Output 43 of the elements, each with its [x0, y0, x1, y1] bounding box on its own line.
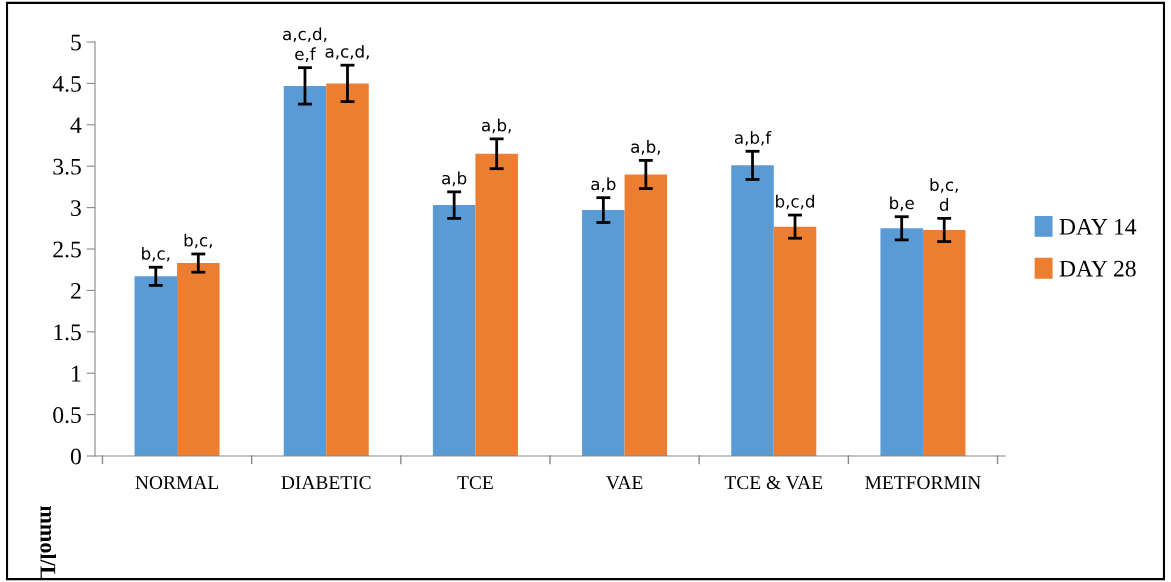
bar: [475, 153, 518, 456]
x-tick-label: TCE & VAE: [724, 476, 823, 490]
annotation: a,b: [591, 177, 616, 192]
annotation: a,b: [442, 171, 467, 187]
bar: [773, 226, 817, 456]
bar: [326, 83, 369, 456]
bar: [624, 174, 668, 456]
x-tick-label: TCE: [457, 476, 493, 490]
y-tick-label: 0.5: [53, 407, 81, 424]
y-tick-label: 3.5: [53, 158, 81, 175]
y-tick-label: 1: [72, 365, 81, 382]
annotation: a,b,f: [734, 131, 772, 146]
annotation: a,c,d,: [325, 44, 369, 60]
bar: [922, 229, 966, 456]
annotation: a,b,: [481, 118, 511, 134]
bar: [134, 276, 178, 456]
y-tick-label: 2: [71, 282, 81, 299]
y-tick-label: 2.5: [53, 241, 81, 258]
bar: [582, 210, 625, 456]
y-tick-label: 4.5: [52, 76, 81, 92]
bar: [880, 228, 923, 456]
y-axis-title: mmol/L: [40, 505, 56, 580]
bar: [731, 165, 774, 456]
x-tick-label: METFORMIN: [865, 476, 981, 490]
annotation: b,c,: [184, 233, 212, 249]
legend-label: DAY 14: [1059, 218, 1137, 235]
y-tick-label: 4: [70, 117, 82, 133]
bar: [432, 205, 476, 456]
annotation: b,e: [890, 196, 914, 212]
x-tick-label: DIABETIC: [281, 476, 371, 490]
y-tick-label: 3: [71, 200, 81, 217]
annotation: b,c,d: [776, 194, 814, 210]
bar: [177, 263, 220, 456]
x-tick-label: VAE: [606, 476, 643, 490]
annotation: a,b,: [631, 140, 660, 155]
annotation: b,c,: [142, 246, 170, 262]
legend-label: DAY 28: [1059, 260, 1136, 277]
y-tick-label: 0: [70, 448, 81, 465]
bar: [283, 85, 327, 456]
y-tick-label: 5: [71, 34, 81, 51]
annotation: b,c, d: [930, 178, 958, 211]
y-tick-label: 1.5: [54, 324, 81, 341]
x-tick-label: NORMAL: [135, 476, 219, 490]
